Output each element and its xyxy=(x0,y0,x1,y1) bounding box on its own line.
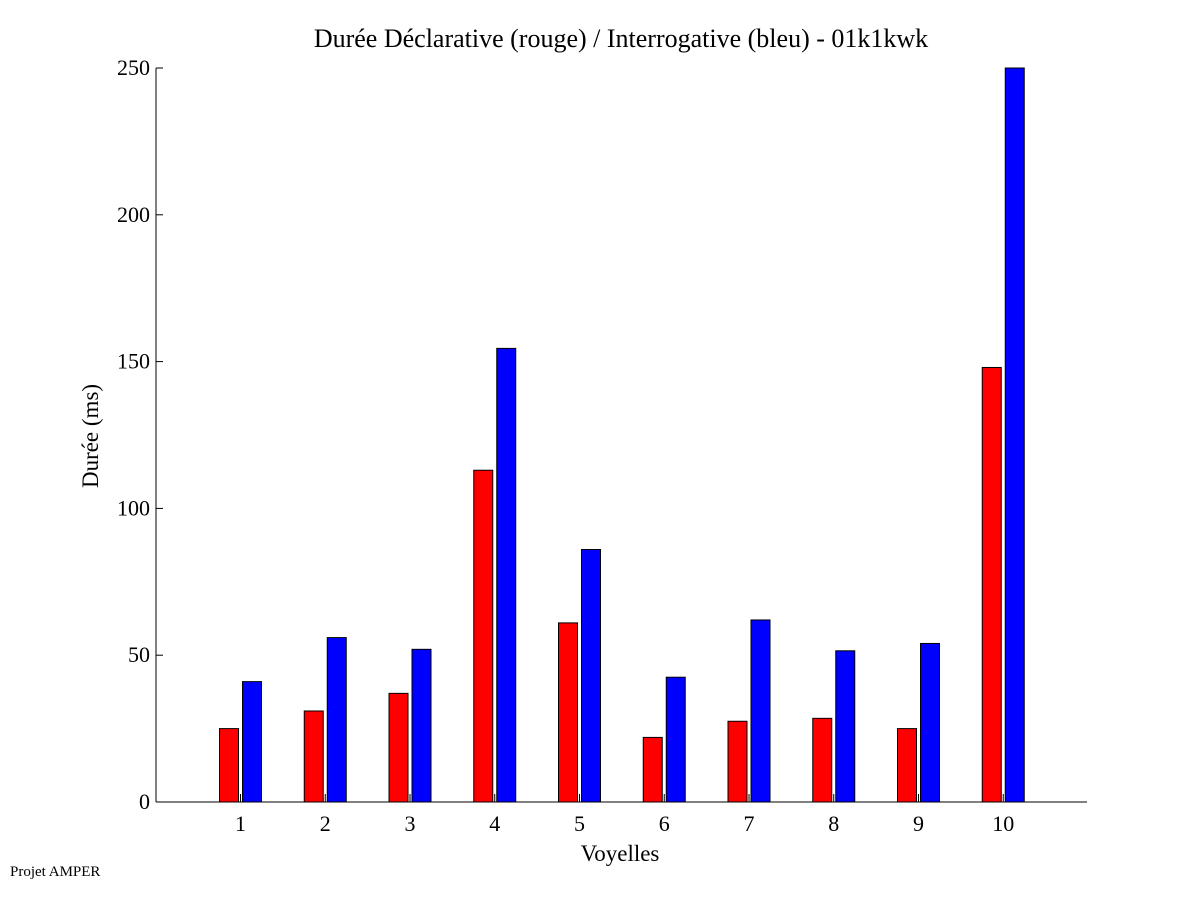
bar-blue-10 xyxy=(1004,67,1025,803)
bar-blue-9 xyxy=(920,642,940,803)
x-tick-label: 7 xyxy=(744,811,755,836)
bar-red-4 xyxy=(473,469,494,803)
bar-blue-2 xyxy=(326,637,347,803)
bar-blue-6 xyxy=(665,676,686,803)
bar-red-2 xyxy=(303,710,324,803)
y-tick-label: 150 xyxy=(117,349,150,374)
bar-blue-4 xyxy=(496,347,517,803)
bar-red-3 xyxy=(388,692,409,803)
y-tick-label: 250 xyxy=(117,55,150,80)
bar-red-5 xyxy=(558,622,578,803)
bar-red-8 xyxy=(812,717,833,803)
bar-red-1 xyxy=(219,728,239,803)
bar-red-9 xyxy=(897,728,917,803)
bar-blue-7 xyxy=(750,619,771,803)
x-tick-label: 10 xyxy=(992,811,1014,836)
bar-blue-5 xyxy=(581,549,601,803)
bar-blue-3 xyxy=(411,648,432,803)
y-tick-label: 50 xyxy=(128,642,150,667)
x-tick-label: 6 xyxy=(659,811,670,836)
y-tick-label: 200 xyxy=(117,202,150,227)
x-tick-label: 8 xyxy=(828,811,839,836)
x-tick-label: 3 xyxy=(405,811,416,836)
x-tick-label: 2 xyxy=(320,811,331,836)
plot-area: 0 50 100 150 200 250 1 2 3 4 5 6 7 8 9 10 xyxy=(117,55,1087,836)
footer-credit: Projet AMPER xyxy=(10,864,101,880)
x-tick-label: 4 xyxy=(489,811,500,836)
y-tick-label: 0 xyxy=(139,789,150,814)
x-tick-label: 9 xyxy=(913,811,924,836)
bar-red-10 xyxy=(981,366,1002,803)
x-tick-label: 1 xyxy=(235,811,246,836)
bar-blue-8 xyxy=(835,650,856,803)
bar-red-6 xyxy=(642,736,663,803)
y-axis-label: Durée (ms) xyxy=(78,384,103,488)
bar-blue-1 xyxy=(242,681,262,803)
x-tick-label: 5 xyxy=(574,811,585,836)
chart-title: Durée Déclarative (rouge) / Interrogativ… xyxy=(314,24,928,53)
bar-red-7 xyxy=(727,720,748,803)
x-axis-label: Voyelles xyxy=(581,841,660,866)
y-tick-label: 100 xyxy=(117,495,150,520)
